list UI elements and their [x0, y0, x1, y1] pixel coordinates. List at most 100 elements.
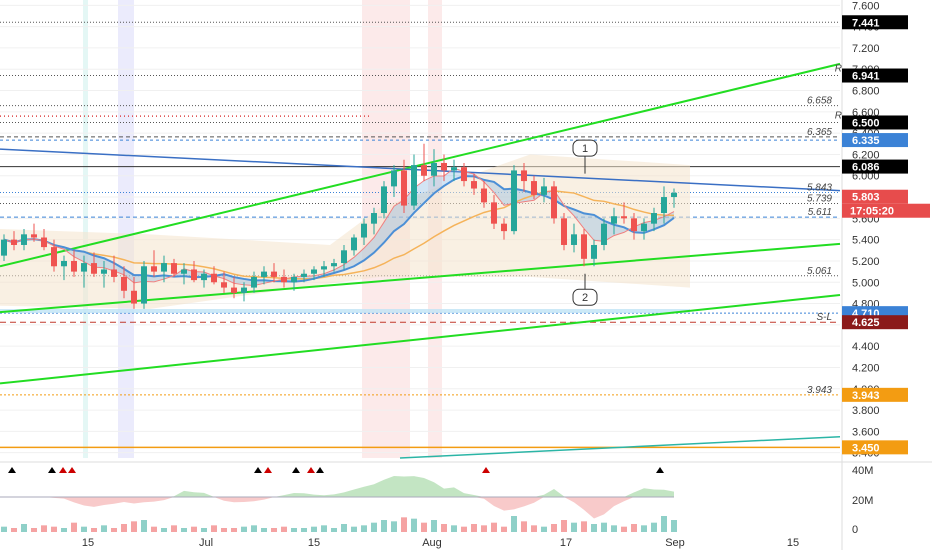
- resistance-marker: R: [835, 64, 842, 75]
- volume-bar: [1, 526, 7, 532]
- candle-body: [281, 276, 287, 283]
- y-axis-tick-label: 6.000: [852, 171, 880, 183]
- price-tag: [842, 440, 908, 455]
- volume-bar: [311, 526, 317, 532]
- candle-body: [221, 282, 227, 288]
- price-tag-label: 6.941: [852, 71, 880, 83]
- candle-body: [461, 167, 467, 182]
- signal-arrow: [316, 467, 324, 473]
- y-axis-tick-label: 5.200: [852, 256, 880, 268]
- candle-body: [291, 276, 297, 283]
- candle-body: [241, 287, 247, 293]
- ma-ribbon: [4, 168, 674, 286]
- volume-bar: [141, 520, 147, 532]
- candle-body: [331, 263, 337, 267]
- volume-bar: [361, 525, 367, 532]
- candle-body: [451, 167, 457, 171]
- countdown-label: 17:05:20: [850, 206, 894, 218]
- volume-bar: [541, 526, 547, 532]
- candle-body: [601, 223, 607, 245]
- candle-body: [491, 202, 497, 224]
- volume-bar: [321, 525, 327, 532]
- volume-bar: [171, 525, 177, 532]
- price-tag: [842, 159, 908, 174]
- oscillator-positive: [4, 475, 674, 497]
- candle-body: [191, 269, 197, 281]
- candle-body: [121, 276, 127, 291]
- callout-label: 1: [582, 143, 588, 155]
- signal-arrow: [59, 467, 67, 473]
- candle-body: [571, 234, 577, 245]
- y-axis-tick-label: 5.000: [852, 277, 880, 289]
- lower-trendline: [0, 294, 841, 385]
- candle-body: [341, 250, 347, 264]
- y-axis-tick-label: 6.800: [852, 86, 880, 98]
- candle-body: [591, 244, 597, 259]
- candle-body: [621, 216, 627, 219]
- candle-body: [511, 170, 517, 232]
- candle-body: [381, 186, 387, 214]
- volume-bar: [201, 528, 207, 532]
- countdown-tag: [842, 203, 930, 218]
- volume-bar: [621, 526, 627, 532]
- candle-body: [661, 197, 667, 214]
- candle-body: [541, 186, 547, 195]
- x-axis-label: Jul: [199, 537, 213, 549]
- candle-body: [161, 263, 167, 272]
- price-tag: [842, 387, 908, 402]
- volume-bar: [191, 526, 197, 532]
- candle-body: [1, 239, 7, 256]
- volume-bar: [431, 520, 437, 532]
- volume-bar: [251, 525, 257, 532]
- y-axis-tick-label: 7.200: [852, 43, 880, 55]
- signal-arrow: [48, 467, 56, 473]
- price-tag-label: 5.803: [852, 192, 880, 204]
- x-axis-label: Aug: [422, 537, 442, 549]
- volume-bar: [481, 525, 487, 532]
- y-axis-tick-label: 3.800: [852, 405, 880, 417]
- signal-arrow: [656, 467, 664, 473]
- candle-body: [171, 263, 177, 274]
- volume-bar: [51, 526, 57, 532]
- volume-bar: [121, 524, 127, 532]
- volume-bar: [581, 521, 587, 532]
- signal-arrow: [8, 467, 16, 473]
- candle-body: [521, 170, 527, 182]
- level-label: 6.365: [807, 127, 832, 138]
- candle-body: [151, 266, 157, 272]
- volume-bar: [281, 526, 287, 532]
- volume-bar: [21, 524, 27, 532]
- volume-bar: [131, 521, 137, 532]
- volume-bar: [41, 525, 47, 532]
- volume-bar: [271, 528, 277, 532]
- volume-bar: [461, 526, 467, 532]
- volume-bar: [301, 528, 307, 532]
- signal-arrow: [254, 467, 262, 473]
- price-tag-label: 3.450: [852, 442, 880, 454]
- volume-bar: [601, 522, 607, 532]
- candle-body: [31, 234, 37, 238]
- candle-body: [401, 170, 407, 206]
- volume-bar: [671, 520, 677, 532]
- candle-body: [141, 266, 147, 304]
- volume-bar: [661, 516, 667, 532]
- price-tag: [842, 15, 908, 30]
- volume-bar: [291, 528, 297, 532]
- moving-average-slow: [3, 190, 675, 280]
- x-axis-label: 15: [787, 537, 799, 549]
- signal-arrow: [292, 467, 300, 473]
- level-label: 5.061: [807, 266, 832, 277]
- volume-bar: [491, 522, 497, 532]
- candle-body: [411, 165, 417, 206]
- volume-bar: [591, 524, 597, 532]
- candle-body: [251, 276, 257, 288]
- level-label: 5.843: [807, 182, 832, 193]
- candle-body: [181, 269, 187, 274]
- y-axis-tick-label: 5.400: [852, 235, 880, 247]
- candle-body: [531, 181, 537, 195]
- volume-bar: [411, 518, 417, 532]
- price-tag: [842, 315, 908, 330]
- candle-body: [321, 266, 327, 270]
- candle-body: [651, 213, 657, 224]
